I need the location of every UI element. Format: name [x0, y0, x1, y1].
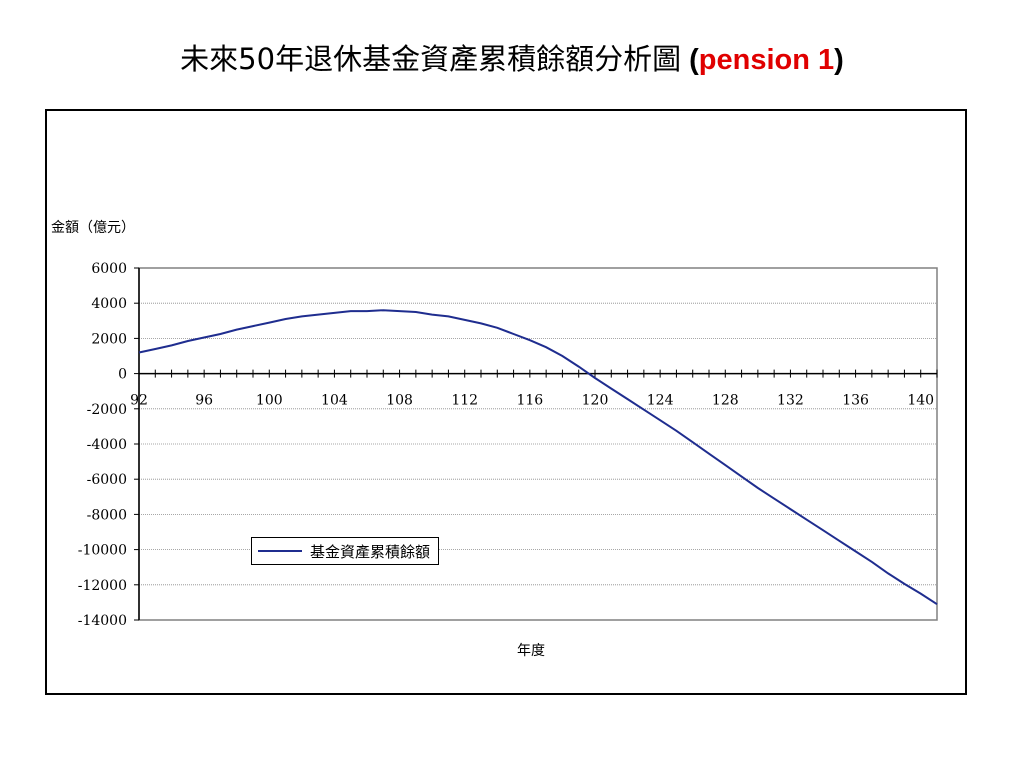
y-tick-label: -4000 — [87, 437, 127, 453]
x-tick-label: 108 — [386, 393, 413, 409]
y-tick-label: -8000 — [87, 507, 127, 523]
x-axis-label: 年度 — [517, 643, 545, 659]
x-tick-label: 132 — [777, 393, 804, 409]
title-main: 未來50年退休基金資產累積餘額分析圖 — [180, 42, 682, 76]
x-tick-label: 112 — [451, 393, 478, 409]
y-tick-label: 0 — [118, 367, 127, 383]
x-tick-label: 96 — [195, 393, 213, 409]
legend-swatch — [258, 550, 302, 552]
line-chart: 6000 4000 2000 0 -2000 -4000 -6000 -8000 -10000 -… — [78, 261, 938, 629]
legend-label: 基金資產累積餘額 — [310, 542, 431, 561]
y-tick-label: 4000 — [91, 296, 127, 312]
x-tick-label: 140 — [907, 393, 934, 409]
y-tick-label: 2000 — [91, 331, 127, 347]
y-tick-label: -6000 — [87, 472, 127, 488]
title-paren-close: ) — [834, 44, 844, 76]
y-tick-label: -12000 — [78, 578, 127, 594]
x-tick-label: 92 — [130, 393, 148, 409]
y-tick-label: -10000 — [78, 543, 127, 559]
x-tick-label: 136 — [842, 393, 869, 409]
x-tick-label: 104 — [321, 393, 348, 409]
slide-title: 未來50年退休基金資產累積餘額分析圖 (pension 1) — [0, 36, 1024, 78]
series-line — [138, 309, 938, 606]
x-tick-label: 100 — [256, 393, 283, 409]
title-paren-open: ( — [681, 44, 699, 76]
x-tick-label: 128 — [712, 393, 739, 409]
legend: 基金資產累積餘額 — [251, 537, 440, 565]
y-axis-label: 金額（億元） — [51, 220, 135, 236]
y-tick-label: -2000 — [87, 402, 127, 418]
x-tick-label: 124 — [647, 393, 674, 409]
x-tick-label: 116 — [516, 393, 543, 409]
y-tick-label: 6000 — [91, 261, 127, 277]
chart-frame: 金額（億元） 6000 4000 2000 0 -2000 -4000 -6000 -8000… — [45, 109, 967, 695]
y-tick-label: -14000 — [78, 613, 127, 629]
x-tick-label: 120 — [582, 393, 609, 409]
title-accent: pension 1 — [698, 44, 835, 76]
